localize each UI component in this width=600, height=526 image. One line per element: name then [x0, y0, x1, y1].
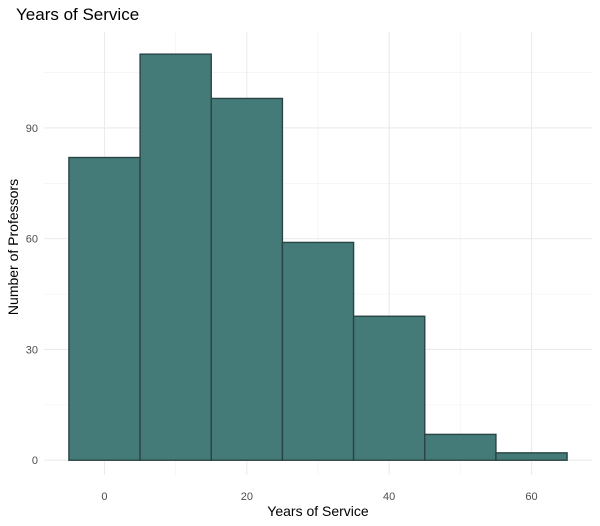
x-tick-label: 0 — [101, 491, 107, 503]
histogram-bar-3 — [210, 97, 284, 461]
y-tick-label: 0 — [32, 455, 38, 467]
histogram-bar-5 — [352, 315, 426, 461]
histogram-bars — [68, 53, 568, 461]
y-axis-ticks: 0 30 60 90 — [26, 123, 38, 467]
y-tick-label: 30 — [26, 344, 38, 356]
histogram-bar-2 — [139, 53, 212, 461]
histogram-bar-4 — [281, 241, 355, 461]
x-tick-label: 20 — [241, 491, 253, 503]
x-tick-label: 40 — [383, 491, 395, 503]
histogram-bar-1 — [68, 156, 141, 461]
y-tick-label: 60 — [26, 234, 38, 246]
x-tick-label: 60 — [525, 491, 537, 503]
y-axis-title: Number of Professors — [5, 179, 21, 315]
y-tick-label: 90 — [26, 123, 38, 135]
x-axis-title: Years of Service — [267, 503, 369, 519]
x-axis-ticks: 0 20 40 60 — [101, 491, 537, 503]
histogram-bar-6 — [424, 433, 497, 461]
histogram-bar-7 — [495, 452, 568, 461]
chart-title: Years of Service — [16, 5, 139, 24]
